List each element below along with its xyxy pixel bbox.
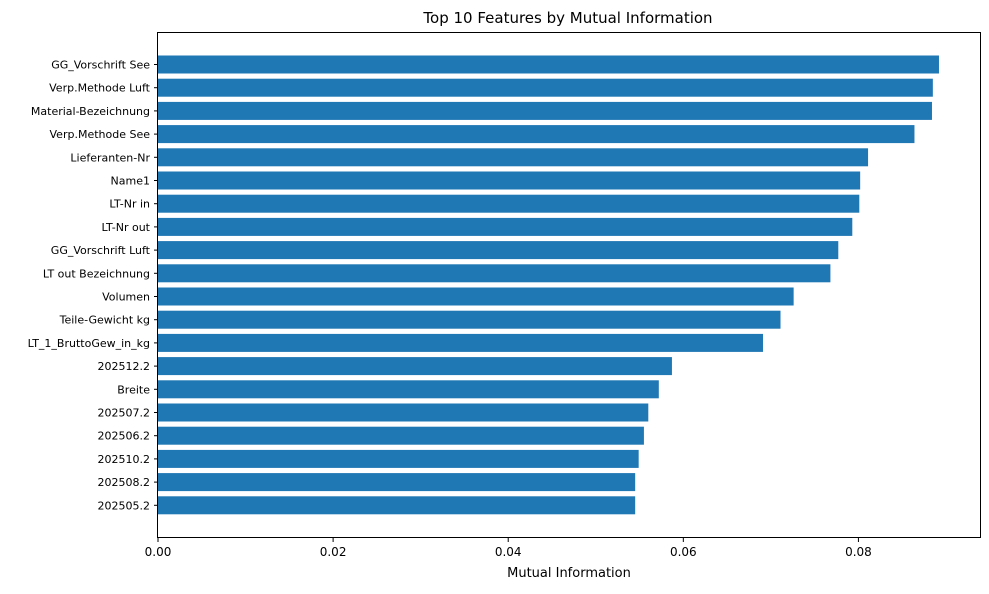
bar — [158, 357, 672, 376]
y-tick-label: Volumen — [102, 291, 150, 304]
x-tick-label: 0.08 — [845, 545, 872, 559]
y-tick-label: 202505.2 — [98, 499, 151, 512]
bar — [158, 241, 839, 260]
y-tick-label: 202506.2 — [98, 430, 151, 443]
x-axis: 0.00 0.02 0.04 0.06 0.08 — [145, 538, 872, 559]
y-tick-label: 202507.2 — [98, 407, 151, 420]
y-tick-label: Material-Bezeichnung — [31, 105, 150, 118]
y-tick-label: 202510.2 — [98, 453, 151, 466]
y-tick-label: Lieferanten-Nr — [70, 151, 150, 164]
bar — [158, 194, 860, 213]
plot-frame — [157, 32, 981, 538]
y-tick-label: GG_Vorschrift Luft — [51, 244, 151, 257]
y-tick-label: LT_1_BruttoGew_in_kg — [28, 337, 150, 350]
y-tick-label: Breite — [117, 383, 150, 396]
x-tick-label: 0.00 — [145, 545, 172, 559]
bar — [158, 380, 659, 399]
y-tick-label: LT out Bezeichnung — [43, 267, 150, 280]
x-tick-label: 0.06 — [670, 545, 697, 559]
x-tick-label: 0.02 — [320, 545, 347, 559]
y-tick-label: Teile-Gewicht kg — [59, 314, 150, 327]
bar — [158, 148, 869, 167]
bar — [158, 101, 932, 120]
y-tick-labels: GG_Vorschrift See Verp.Methode Luft Materi… — [28, 59, 158, 512]
y-tick-label: Verp.Methode Luft — [49, 82, 151, 95]
chart-title: Top 10 Features by Mutual Information — [422, 9, 712, 27]
y-tick-label: Verp.Methode See — [50, 128, 151, 141]
y-tick-label: LT-Nr in — [109, 198, 150, 211]
bar — [158, 78, 933, 97]
bars-layer — [158, 55, 939, 515]
x-tick-label: 0.04 — [495, 545, 522, 559]
bar — [158, 125, 915, 144]
y-tick-label: 202508.2 — [98, 476, 151, 489]
bar — [158, 403, 649, 422]
bar — [158, 426, 644, 445]
y-tick-label: 202512.2 — [98, 360, 151, 373]
bar — [158, 496, 636, 515]
bar — [158, 333, 763, 352]
bar — [158, 310, 781, 329]
bar — [158, 264, 831, 283]
y-tick-label: Name1 — [111, 175, 150, 188]
y-tick-label: GG_Vorschrift See — [51, 59, 150, 72]
bar — [158, 473, 636, 492]
bar — [158, 55, 939, 74]
bar — [158, 287, 794, 306]
bar — [158, 171, 861, 190]
bar — [158, 449, 639, 468]
bar — [158, 217, 853, 236]
y-tick-label: LT-Nr out — [101, 221, 150, 234]
x-axis-label: Mutual Information — [507, 566, 631, 581]
